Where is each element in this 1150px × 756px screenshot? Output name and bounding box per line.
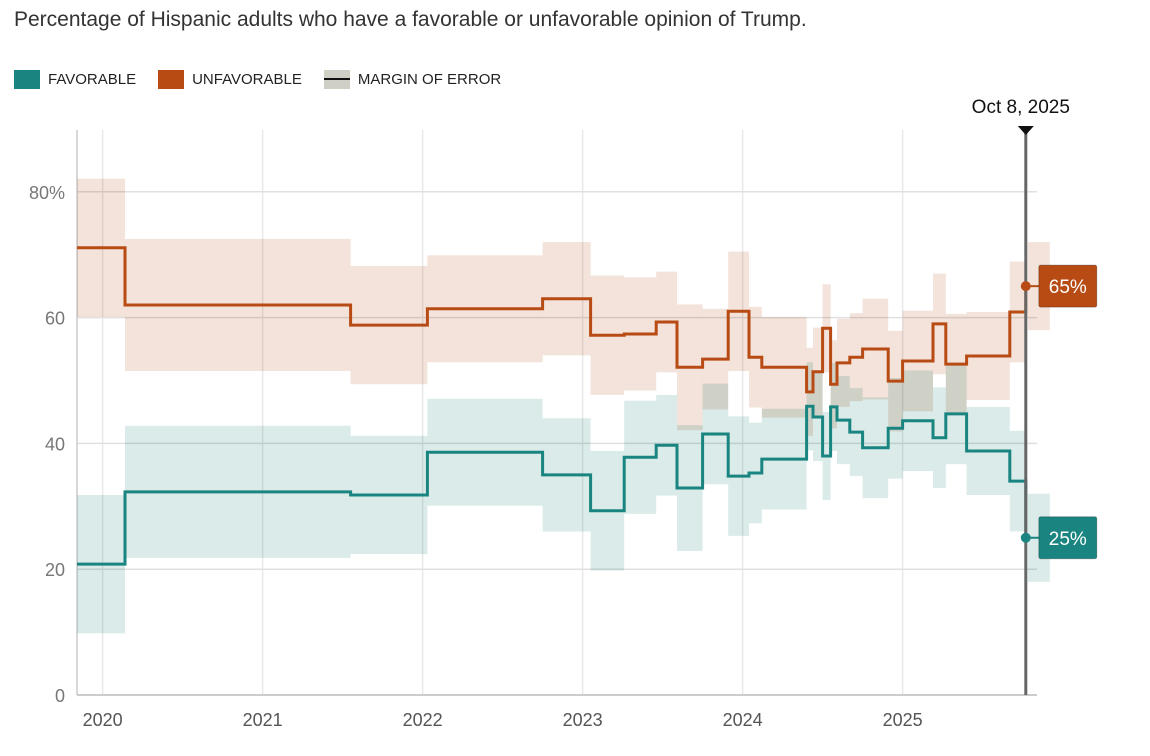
favorable-swatch	[14, 70, 40, 89]
x-tick-label: 2024	[723, 710, 763, 730]
x-tick-label: 2023	[563, 710, 603, 730]
end-label-unfavorable: 65%	[1049, 277, 1087, 298]
x-tick-label: 2022	[403, 710, 443, 730]
legend-unfavorable-label: UNFAVORABLE	[192, 71, 302, 88]
legend-moe: MARGIN OF ERROR	[323, 70, 502, 89]
y-tick-label: 80%	[29, 183, 65, 203]
moe-swatch	[323, 70, 350, 89]
unfavorable-swatch	[158, 70, 185, 89]
x-tick-label: 2020	[83, 710, 123, 730]
x-tick-label: 2025	[883, 710, 923, 730]
legend-favorable: FAVORABLE	[14, 70, 136, 89]
end-point-unfavorable	[1020, 281, 1031, 292]
legend: FAVORABLE UNFAVORABLE MARGIN OF ERROR	[14, 70, 501, 89]
end-label-favorable: 25%	[1049, 529, 1087, 550]
series-line-unfavorable	[77, 246, 1028, 394]
legend-moe-label: MARGIN OF ERROR	[357, 71, 502, 88]
date-marker-triangle-icon	[1017, 126, 1034, 135]
end-point-favorable	[1020, 532, 1031, 543]
end-label-box-unfavorable	[1038, 264, 1098, 308]
end-label-box-favorable	[1038, 516, 1098, 560]
date-marker-label: Oct 8, 2025	[972, 97, 1070, 118]
y-tick-label: 60	[45, 309, 65, 329]
legend-favorable-label: FAVORABLE	[48, 71, 137, 88]
series-line-favorable	[77, 404, 1028, 566]
y-tick-label: 20	[45, 560, 65, 580]
y-tick-label: 40	[45, 434, 65, 454]
x-tick-label: 2021	[243, 710, 283, 730]
y-tick-label: 0	[55, 686, 65, 706]
chart-title: Percentage of Hispanic adults who have a…	[14, 8, 807, 31]
legend-unfavorable: UNFAVORABLE	[158, 70, 302, 89]
